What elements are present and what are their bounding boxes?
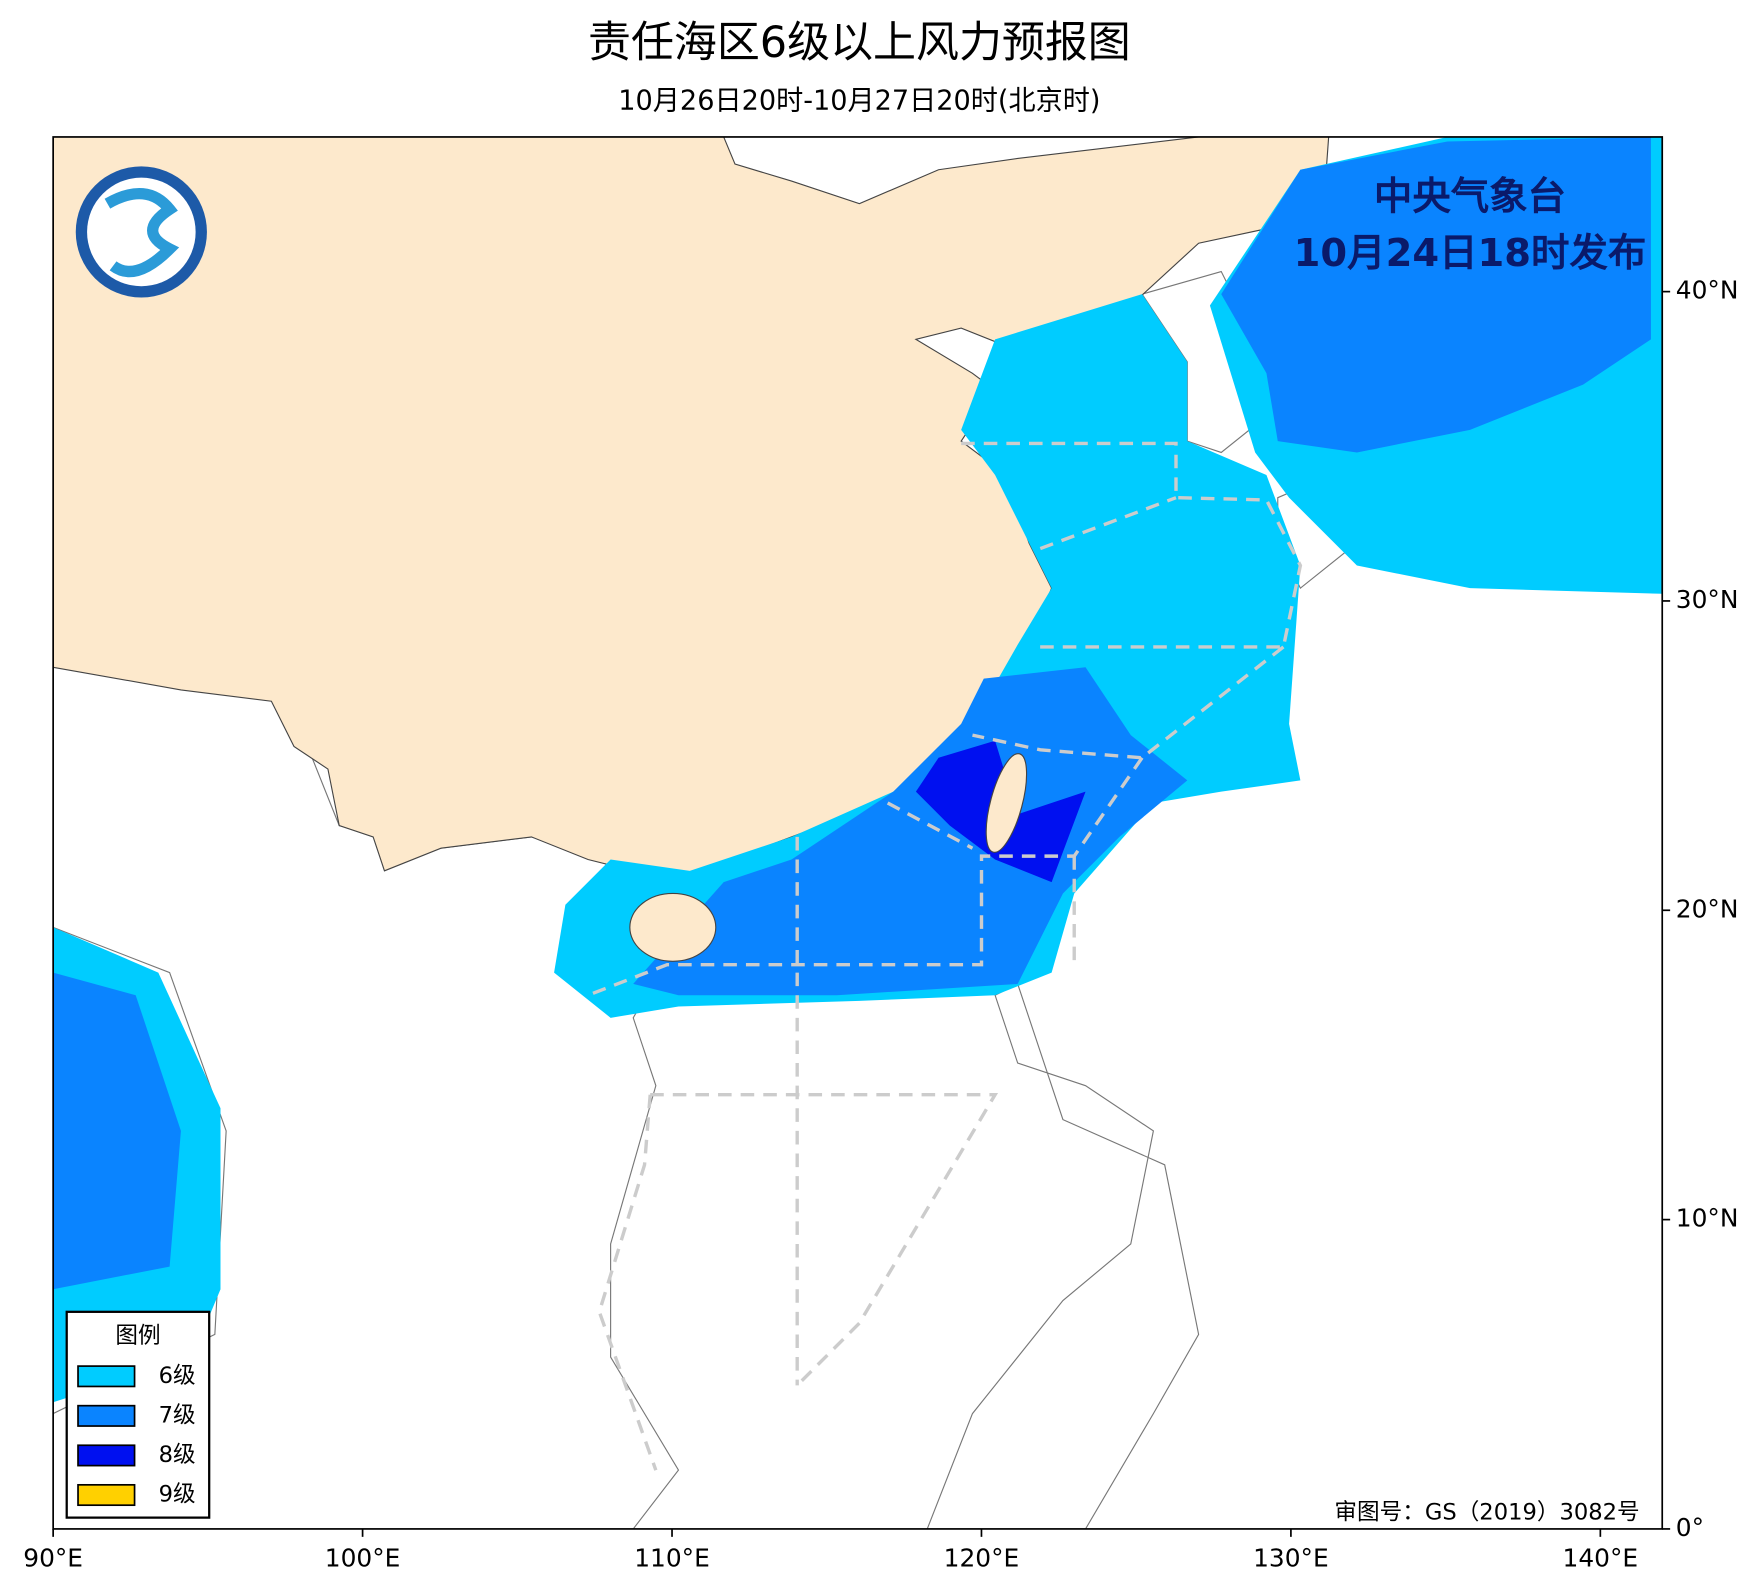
map-body [53, 136, 1663, 1529]
x-tick-label: 140°E [1563, 1543, 1639, 1572]
legend-swatch [77, 1365, 136, 1388]
logo [75, 166, 207, 298]
legend-title: 图例 [115, 1323, 160, 1349]
issued: 10月24日18时发布 [1294, 231, 1647, 276]
x-tick-label: 100°E [325, 1543, 401, 1572]
x-tick-label: 120°E [944, 1543, 1020, 1572]
hainan [629, 892, 717, 962]
x-tick-label: 110°E [634, 1543, 710, 1572]
legend-label: 6级 [159, 1363, 196, 1389]
legend-swatch [77, 1444, 136, 1467]
y-tick-label: 40°N [1676, 276, 1739, 305]
legend-label: 8级 [159, 1442, 196, 1468]
wind-area [53, 972, 181, 1290]
legend-swatch [77, 1483, 136, 1507]
legend-box [65, 1310, 211, 1519]
y-tick-label: 10°N [1676, 1204, 1739, 1233]
china [53, 136, 1330, 883]
y-tick-label: 0° [1676, 1513, 1704, 1542]
subtitle: 10月26日20时-10月27日20时(北京时) [618, 85, 1100, 116]
wind-areas [53, 136, 1663, 1403]
title: 责任海区6级以上风力预报图 [588, 18, 1131, 68]
legend-label: 9级 [159, 1482, 196, 1508]
x-tick-label: 90°E [23, 1543, 83, 1572]
frame [52, 136, 1664, 1530]
axes: 90°E 100°E 110°E 120°E 130°E 140°E 0° 10°N 20°N 3… [23, 276, 1738, 1573]
legend-label: 7级 [159, 1402, 196, 1428]
y-tick-label: 30°N [1676, 585, 1739, 614]
y-tick-label: 20°N [1676, 894, 1739, 923]
wind-area [1221, 136, 1651, 453]
legend: 图例 6级 7级 8级 9级 [65, 1310, 211, 1519]
zones [587, 441, 1303, 1471]
taiwan [985, 753, 1028, 853]
x-tick-label: 130°E [1253, 1543, 1329, 1572]
agency: 中央气象台 [1374, 175, 1566, 220]
legend-swatch [77, 1404, 136, 1427]
note: 审图号：GS（2019）3082号 [1334, 1500, 1639, 1526]
